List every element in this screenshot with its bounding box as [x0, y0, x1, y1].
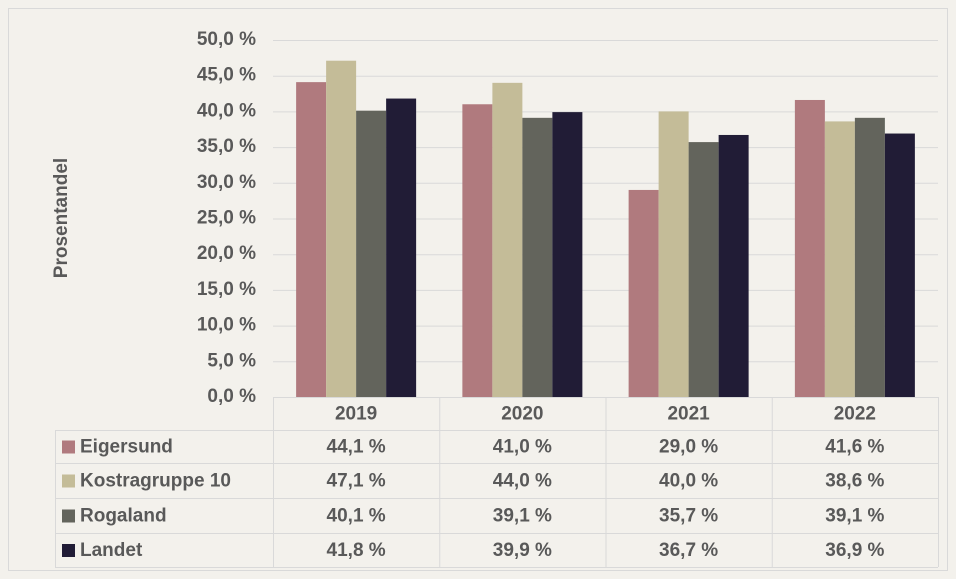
bar — [658, 111, 689, 398]
bar — [552, 112, 583, 397]
bar — [356, 110, 387, 397]
data-label: 36,7 % — [659, 540, 718, 561]
data-label: 41,8 % — [327, 540, 386, 561]
data-label: 38,6 % — [825, 471, 884, 492]
legend-key — [62, 440, 75, 454]
legend-label: Kostragruppe 10 — [80, 471, 231, 492]
data-label: 29,0 % — [659, 437, 718, 458]
data-label: 35,7 % — [659, 506, 718, 527]
x-tick-label: 2022 — [834, 404, 876, 425]
y-tick-label: 5,0 % — [207, 350, 256, 371]
bar — [718, 134, 749, 397]
x-tick-label: 2019 — [335, 404, 377, 425]
y-tick-label: 35,0 % — [197, 136, 256, 157]
legend-label: Eigersund — [80, 437, 173, 458]
data-label: 40,1 % — [327, 506, 386, 527]
legend-label: Rogaland — [80, 506, 167, 527]
y-tick-label: 15,0 % — [197, 279, 256, 300]
data-label: 39,1 % — [825, 506, 884, 527]
legend-key — [62, 509, 75, 523]
y-tick-label: 0,0 % — [207, 386, 256, 407]
x-tick-label: 2021 — [667, 404, 710, 425]
data-label: 39,1 % — [493, 506, 552, 527]
y-tick-label: 25,0 % — [197, 208, 256, 229]
y-tick-label: 45,0 % — [197, 65, 256, 86]
bar — [854, 117, 885, 398]
legend-key — [62, 474, 75, 488]
data-label: 44,0 % — [493, 471, 552, 492]
legend-label: Landet — [80, 540, 143, 561]
x-tick-label: 2020 — [501, 404, 543, 425]
y-tick-label: 20,0 % — [197, 243, 256, 264]
data-label: 41,0 % — [493, 437, 552, 458]
bar — [628, 189, 659, 397]
bar — [824, 121, 855, 398]
y-tick-label: 10,0 % — [197, 315, 256, 336]
bar — [462, 104, 493, 397]
data-label: 39,9 % — [493, 540, 552, 561]
y-tick-label: 50,0 % — [197, 29, 256, 50]
y-axis-label: Prosentandel — [51, 158, 72, 278]
data-label: 40,0 % — [659, 471, 718, 492]
y-tick-label: 30,0 % — [197, 172, 256, 193]
legend-key — [62, 544, 75, 557]
chart-border — [8, 8, 948, 571]
bar — [296, 82, 327, 397]
data-label: 41,6 % — [825, 437, 884, 458]
bar — [522, 117, 553, 398]
bar — [688, 142, 719, 397]
data-label: 44,1 % — [327, 437, 386, 458]
bar — [794, 99, 825, 397]
data-label: 36,9 % — [825, 540, 884, 561]
data-label: 47,1 % — [327, 471, 386, 492]
y-tick-label: 40,0 % — [197, 100, 256, 121]
bar — [492, 82, 523, 397]
bar — [326, 60, 357, 398]
bar — [386, 98, 417, 397]
bar — [884, 133, 915, 397]
